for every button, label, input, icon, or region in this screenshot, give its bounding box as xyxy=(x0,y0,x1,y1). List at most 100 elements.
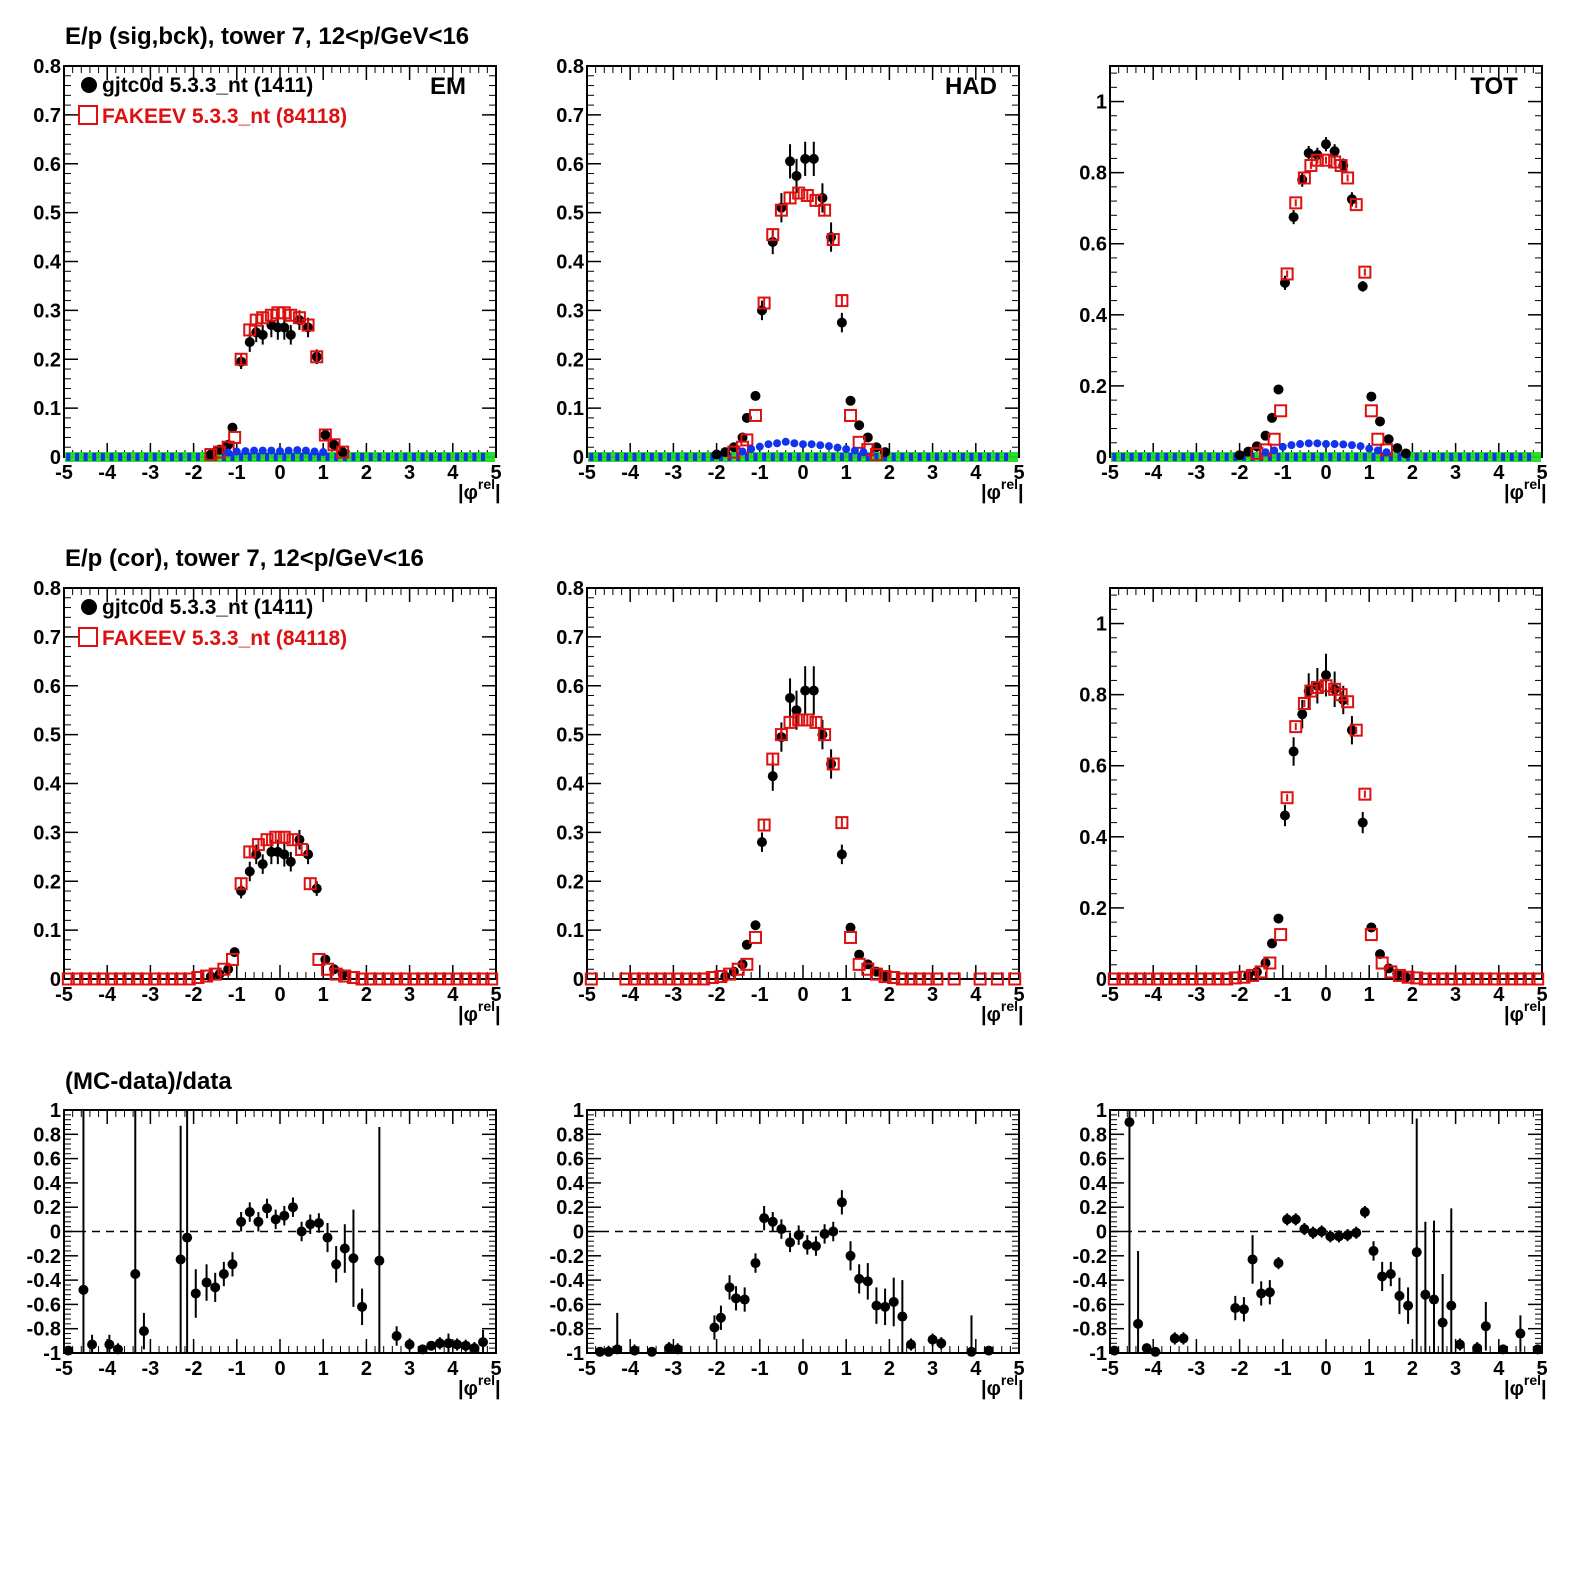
mc-point xyxy=(1310,153,1324,167)
background-point xyxy=(816,441,825,450)
y-tick-label: 0.5 xyxy=(33,725,61,747)
data-point xyxy=(257,859,268,870)
mc-point xyxy=(61,972,75,986)
data-point xyxy=(888,1296,899,1307)
background-point xyxy=(1347,441,1356,450)
panel-tag: EM xyxy=(430,73,466,100)
mc-point xyxy=(973,972,987,986)
y-tick-label: 1 xyxy=(1096,92,1107,114)
mc-point xyxy=(372,972,386,986)
x-tick-label: -5 xyxy=(55,984,73,1006)
data-point xyxy=(244,1207,255,1218)
x-tick-label: 2 xyxy=(1407,1358,1418,1380)
x-tick-label: -2 xyxy=(708,1358,726,1380)
background-model-marker xyxy=(273,453,278,461)
legend-mc-marker xyxy=(78,627,98,647)
background-model-marker xyxy=(463,453,468,461)
data-point xyxy=(426,1340,437,1351)
mc-point xyxy=(1297,171,1311,185)
x-tick-label: 3 xyxy=(1450,1358,1461,1380)
y-tick-label: 0.6 xyxy=(1079,1149,1107,1171)
x-tick-label: -3 xyxy=(142,462,160,484)
background-model-marker xyxy=(1483,453,1488,461)
data-point xyxy=(1308,1227,1319,1238)
x-tick-label: -4 xyxy=(621,1358,640,1380)
y-tick-label: 0.8 xyxy=(1079,163,1107,185)
mc-point xyxy=(705,971,719,985)
background-model-marker xyxy=(1354,453,1359,461)
background-model-marker xyxy=(1224,453,1229,461)
background-model-marker xyxy=(796,453,801,461)
background-model-marker xyxy=(386,453,390,461)
x-tick-label: -4 xyxy=(98,462,117,484)
background-model-marker xyxy=(178,453,183,461)
panel-cor_em: -5 -4 -3 -2 -1 0 1 2 3 4 5 0 0.1 0.2 0.3 0.4 0.5 0.6 0.7 0.… xyxy=(33,578,501,1026)
data-point xyxy=(113,1344,123,1355)
plot-frame xyxy=(1109,587,1543,980)
background-model-marker xyxy=(1198,453,1203,461)
mc-point xyxy=(740,957,754,971)
x-tick-label: -5 xyxy=(1101,462,1119,484)
data-point xyxy=(1420,1289,1431,1300)
data-point xyxy=(1169,1333,1180,1344)
background-model-marker xyxy=(135,453,140,461)
mc-point xyxy=(1358,265,1372,279)
background-model-marker xyxy=(822,453,827,461)
mc-point xyxy=(748,408,762,422)
x-tick-label: 2 xyxy=(361,1358,372,1380)
mc-point xyxy=(433,972,447,986)
data-point xyxy=(759,1213,770,1224)
data-point xyxy=(348,1253,359,1264)
legend: gjtc0d 5.3.3_nt (1411) FAKEEV 5.3.3_nt (8… xyxy=(78,74,347,128)
data-point xyxy=(629,1345,640,1356)
y-tick-label: 0.1 xyxy=(556,398,584,420)
mc-point xyxy=(269,830,283,844)
data-point xyxy=(460,1340,471,1351)
y-tick-label: 0.8 xyxy=(33,578,61,600)
mc-point xyxy=(1211,972,1225,986)
mc-point xyxy=(398,972,412,986)
mc-point xyxy=(1194,972,1208,986)
y-tick-label: 0.6 xyxy=(1079,234,1107,256)
data-point xyxy=(1366,391,1377,402)
data-point xyxy=(391,1330,402,1341)
data-point xyxy=(862,1276,873,1287)
data-point xyxy=(1247,1254,1258,1265)
series-filled-circle xyxy=(1234,137,1411,461)
background-model-marker xyxy=(247,453,252,461)
background-model-marker xyxy=(1267,453,1272,461)
x-tick-label: -4 xyxy=(1144,984,1163,1006)
x-tick-label: -5 xyxy=(55,1358,73,1380)
data-point xyxy=(244,866,255,877)
y-tick-label: 0.6 xyxy=(556,154,584,176)
background-point xyxy=(1313,439,1322,448)
background-point xyxy=(224,448,233,457)
data-point xyxy=(1375,416,1385,427)
data-point xyxy=(1454,1339,1465,1350)
mc-point xyxy=(355,972,369,986)
legend-data-marker xyxy=(81,77,97,93)
x-tick-label: 3 xyxy=(1450,462,1461,484)
mc-point xyxy=(662,972,676,986)
background-model-marker xyxy=(411,453,416,461)
data-point xyxy=(320,430,331,441)
data-point xyxy=(880,1301,891,1312)
background-model-marker xyxy=(1155,453,1160,461)
data-point xyxy=(767,1216,778,1227)
y-tick-label: 0.4 xyxy=(33,252,62,274)
x-tick-label: 4 xyxy=(447,462,459,484)
data-point xyxy=(1392,443,1403,454)
mc-point xyxy=(826,757,840,771)
data-point xyxy=(182,1232,193,1243)
data-point xyxy=(612,1344,623,1355)
mc-point xyxy=(234,877,248,891)
mc-point xyxy=(688,972,702,986)
mc-point xyxy=(1349,198,1363,212)
data-point xyxy=(236,1216,247,1227)
background-point xyxy=(781,437,790,446)
data-point xyxy=(808,153,819,164)
y-tick-label: 0 xyxy=(50,1222,61,1244)
background-model-marker xyxy=(195,453,200,461)
row-title-sig: E/p (sig,bck), tower 7, 12<p/GeV<16 xyxy=(65,23,469,50)
background-model-marker xyxy=(1509,453,1514,461)
